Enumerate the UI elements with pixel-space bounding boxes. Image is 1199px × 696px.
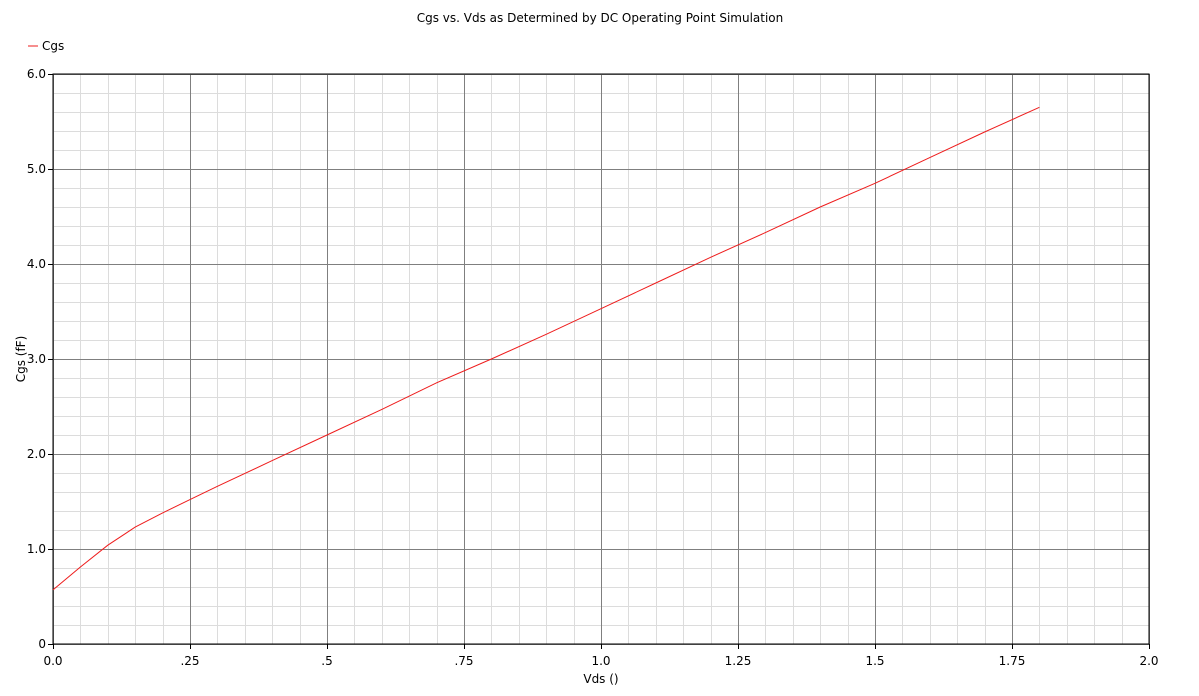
x-tick-label: .25 — [180, 654, 199, 668]
series-line-cgs — [52, 106, 1040, 591]
y-tick-label: 3.0 — [27, 352, 46, 366]
legend: Cgs — [28, 39, 64, 53]
series-layer — [52, 106, 1040, 591]
chart-title: Cgs vs. Vds as Determined by DC Operatin… — [417, 11, 784, 25]
x-tick-label: 1.25 — [725, 654, 752, 668]
y-tick-label: 2.0 — [27, 447, 46, 461]
y-tick-label: 5.0 — [27, 162, 46, 176]
y-tick-labels: 0 1.0 2.0 3.0 4.0 5.0 6.0 — [27, 67, 46, 651]
y-tick-label: 4.0 — [27, 257, 46, 271]
x-tick-label: 2.0 — [1139, 654, 1158, 668]
x-tick-label: .5 — [321, 654, 332, 668]
axis-ticks — [48, 74, 1150, 649]
x-tick-label: .75 — [454, 654, 473, 668]
y-tick-label: 1.0 — [27, 542, 46, 556]
y-tick-label: 0 — [38, 637, 46, 651]
x-tick-label: 0.0 — [43, 654, 62, 668]
x-tick-label: 1.5 — [865, 654, 884, 668]
y-axis-label: Cgs (fF) — [14, 336, 28, 383]
y-tick-label: 6.0 — [27, 67, 46, 81]
x-axis-label: Vds () — [583, 672, 618, 686]
x-tick-label: 1.75 — [999, 654, 1026, 668]
legend-label-cgs: Cgs — [42, 39, 64, 53]
x-tick-labels: 0.0 .25 .5 .75 1.0 1.25 1.5 1.75 2.0 — [43, 654, 1158, 668]
x-tick-label: 1.0 — [591, 654, 610, 668]
